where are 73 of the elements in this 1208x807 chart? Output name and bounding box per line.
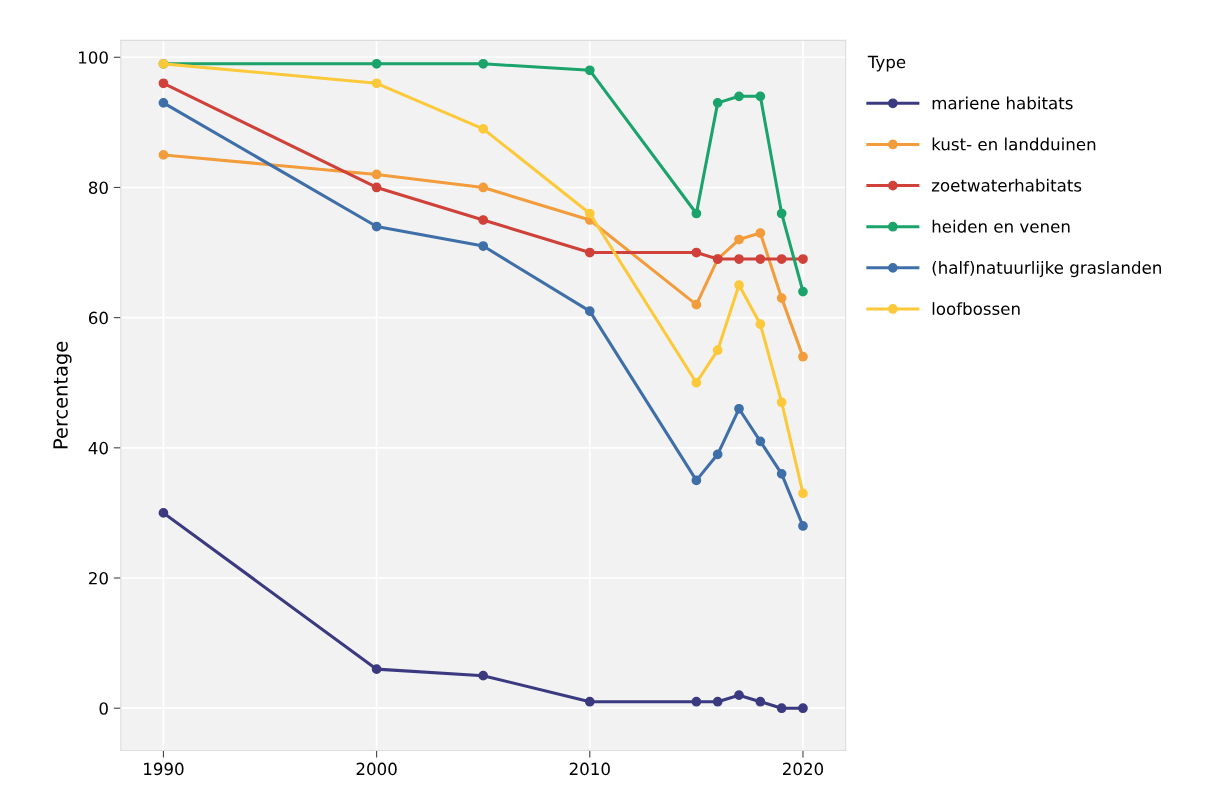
- point: [734, 690, 744, 701]
- point: [734, 234, 744, 245]
- legend-label: zoetwaterhabitats: [931, 178, 1082, 192]
- point: [734, 280, 744, 290]
- point: [371, 221, 382, 232]
- point: [158, 508, 169, 518]
- point: [584, 247, 595, 258]
- legend-label: loofbossen: [932, 302, 1020, 316]
- y-tick-label: 20: [89, 571, 108, 585]
- point: [776, 469, 787, 479]
- x-tick-label: 2000: [356, 762, 397, 776]
- point: [371, 58, 382, 69]
- point: [755, 254, 766, 264]
- point: [478, 182, 489, 193]
- point: [691, 696, 702, 707]
- y-tick-label: 40: [88, 441, 108, 455]
- point: [584, 208, 595, 219]
- point: [798, 703, 808, 714]
- point: [691, 247, 702, 258]
- y-axis-title: Percentage: [53, 341, 72, 449]
- y-tick-label: 100: [79, 51, 108, 64]
- point: [691, 299, 702, 310]
- x-tick-label: 2020: [782, 762, 824, 776]
- point: [371, 169, 382, 180]
- point: [798, 488, 808, 499]
- legend-label: heiden en venen: [932, 219, 1070, 233]
- point: [691, 208, 702, 219]
- point: [798, 521, 808, 531]
- legend-label: (half)natuurlijke graslanden: [932, 261, 1161, 278]
- point: [371, 664, 382, 675]
- point: [478, 124, 489, 134]
- point: [478, 215, 489, 225]
- point: [584, 306, 595, 316]
- point: [584, 696, 595, 707]
- point: [712, 345, 723, 356]
- point: [776, 397, 787, 408]
- point: [712, 97, 723, 108]
- y-tick-label: 60: [88, 311, 108, 325]
- point: [776, 254, 787, 264]
- legend-title: Type: [867, 55, 906, 72]
- point: [158, 78, 169, 89]
- point: [691, 475, 702, 486]
- point: [798, 351, 808, 362]
- x-tick-label: 1990: [144, 762, 184, 776]
- point: [371, 182, 382, 193]
- legend-label: mariene habitats: [932, 96, 1073, 110]
- point: [371, 78, 382, 89]
- point: [734, 254, 744, 264]
- point: [755, 696, 766, 707]
- point: [712, 696, 723, 707]
- point: [755, 319, 766, 330]
- x-tick-label: 2010: [569, 762, 610, 776]
- point: [734, 91, 744, 102]
- point: [776, 703, 787, 714]
- point: [755, 91, 766, 102]
- point: [712, 449, 723, 460]
- point: [798, 254, 808, 264]
- point: [158, 150, 169, 160]
- point: [734, 403, 744, 414]
- point: [478, 58, 489, 69]
- legend-label: kust- en landduinen: [932, 137, 1096, 151]
- point: [158, 97, 169, 108]
- point: [776, 208, 787, 219]
- point: [478, 241, 489, 251]
- point: [691, 377, 702, 388]
- y-tick-label: 80: [88, 181, 108, 195]
- point: [798, 286, 808, 297]
- point: [584, 65, 595, 76]
- point: [478, 670, 489, 681]
- y-tick-label: 0: [99, 702, 108, 715]
- point: [776, 293, 787, 303]
- point: [755, 436, 766, 447]
- point: [755, 228, 766, 238]
